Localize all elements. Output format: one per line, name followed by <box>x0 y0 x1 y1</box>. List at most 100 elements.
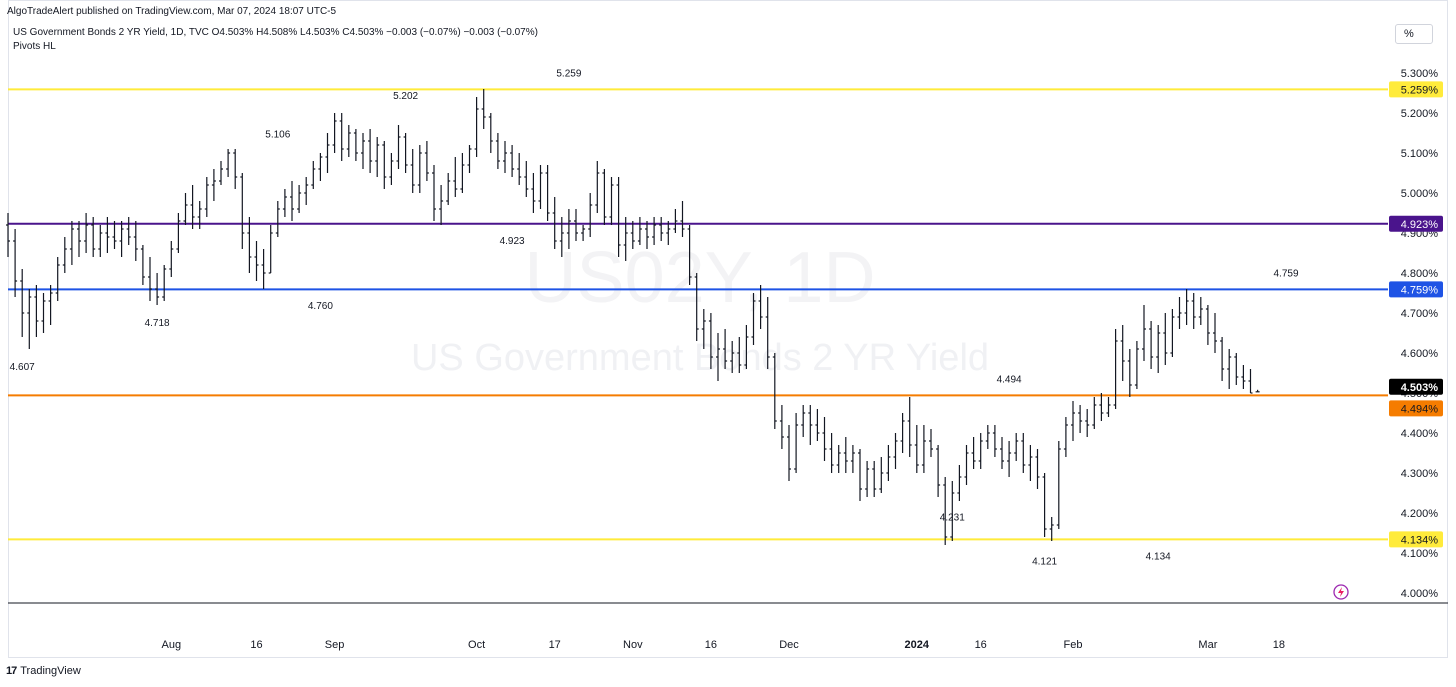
ohlc-bar <box>1007 441 1012 477</box>
ohlc-bar <box>495 133 500 169</box>
ohlc-bar <box>140 245 145 285</box>
last-price-label: 4.503% <box>1389 378 1443 395</box>
x-tick-label: 18 <box>1273 639 1285 651</box>
x-tick-label: Oct <box>468 639 485 651</box>
ohlc-bar <box>254 241 259 281</box>
pivot-label: 4.923 <box>500 236 525 247</box>
y-tick-label: 4.200% <box>1401 508 1439 520</box>
price-axis[interactable]: 4.000%4.100%4.200%4.300%4.400%4.500%4.60… <box>1401 68 1439 600</box>
ohlc-bar <box>27 289 32 349</box>
y-tick-label: 5.000% <box>1401 188 1439 200</box>
ohlc-bar <box>637 217 642 245</box>
ohlc-bar <box>737 337 742 373</box>
x-tick-label: 17 <box>549 639 561 651</box>
last-price-text: 4.503% <box>1401 382 1439 394</box>
y-tick-label: 5.100% <box>1401 148 1439 160</box>
ohlc-bar <box>268 225 273 274</box>
ohlc-bar <box>240 173 245 249</box>
ohlc-bar <box>779 405 784 449</box>
ohlc-bar <box>794 413 799 473</box>
symbol-legend[interactable]: US Government Bonds 2 YR Yield, 1D, TVC … <box>13 27 538 38</box>
pivot-label: 4.759 <box>1273 268 1298 279</box>
ohlc-bar <box>368 129 373 173</box>
ohlc-bar <box>858 449 862 501</box>
ohlc-bar <box>1106 397 1111 417</box>
ohlc-bar <box>879 457 884 493</box>
time-axis[interactable]: Aug 16 Sep Oct 17 Nov 16 Dec 2024 16 Feb Mar 18 <box>162 639 1286 651</box>
ohlc-bar <box>921 425 926 473</box>
ohlc-bar <box>680 201 685 237</box>
price-label-text: 4.923% <box>1401 219 1439 231</box>
ohlc-bar <box>978 433 983 469</box>
ohlc-bar <box>325 133 330 173</box>
ohlc-bar <box>1035 449 1040 489</box>
ohlc-bar <box>659 217 664 241</box>
ohlc-bar <box>148 257 152 301</box>
pivot-label: 5.202 <box>393 91 418 102</box>
ohlc-bar <box>609 177 614 225</box>
ohlc-bar <box>62 237 67 273</box>
ohlc-bar <box>694 273 699 341</box>
ohlc-bar <box>446 173 451 205</box>
y-tick-label: 5.300% <box>1401 68 1439 80</box>
ohlc-bar <box>1191 293 1196 329</box>
ohlc-bar <box>517 153 522 185</box>
ohlc-bar <box>1227 349 1232 389</box>
ohlc-bar <box>1021 433 1026 473</box>
pivot-label: 5.259 <box>556 68 581 79</box>
ohlc-bar <box>1198 297 1203 325</box>
ohlc-bar <box>950 481 955 541</box>
x-tick-label: Feb <box>1064 639 1083 651</box>
ohlc-bar <box>275 201 280 237</box>
ohlc-bar <box>1014 433 1019 461</box>
ohlc-bar <box>574 209 578 241</box>
ohlc-bars <box>6 89 1260 545</box>
ohlc-bar <box>1042 473 1047 537</box>
indicator-legend[interactable]: Pivots HL <box>13 41 56 52</box>
ohlc-bar <box>1049 517 1054 541</box>
ohlc-bar <box>105 217 110 253</box>
ohlc-bar <box>957 465 962 501</box>
ohlc-bar <box>1134 341 1139 389</box>
ohlc-bar <box>34 285 39 337</box>
ohlc-bar <box>261 249 266 289</box>
ohlc-bar <box>20 269 25 337</box>
ohlc-bar <box>595 161 600 213</box>
lightning-icon[interactable] <box>1333 584 1349 600</box>
ohlc-bar <box>787 425 791 481</box>
ohlc-bar <box>119 221 124 257</box>
ohlc-bar <box>1078 405 1083 433</box>
pivot-label: 5.106 <box>265 130 290 141</box>
ohlc-bar <box>304 177 309 205</box>
ohlc-bar <box>666 221 671 245</box>
ohlc-bar <box>616 177 621 257</box>
ohlc-bar <box>1120 325 1125 381</box>
ohlc-bar <box>1234 353 1239 385</box>
y-tick-label: 4.300% <box>1401 468 1439 480</box>
ohlc-bar <box>1184 289 1189 325</box>
ohlc-bar <box>6 213 10 257</box>
ohlc-bar <box>822 417 827 461</box>
ohlc-bar <box>432 165 436 221</box>
ohlc-bar <box>77 221 81 257</box>
ohlc-bar <box>801 405 806 437</box>
percent-scale-button[interactable]: % <box>1395 24 1433 44</box>
y-tick-label: 4.600% <box>1401 348 1439 360</box>
last-price-bg <box>1389 378 1443 395</box>
y-tick-label: 4.800% <box>1401 268 1439 280</box>
ohlc-bar <box>403 133 408 173</box>
ohlc-bar <box>467 145 472 173</box>
ohlc-bar <box>183 193 188 225</box>
ohlc-bar <box>503 141 507 173</box>
ohlc-bar <box>900 413 905 453</box>
ohlc-bar <box>1220 337 1225 381</box>
ohlc-bar <box>353 129 358 161</box>
pivot-label: 4.607 <box>10 362 35 373</box>
ohlc-bar <box>417 145 422 193</box>
publisher-line: AlgoTradeAlert published on TradingView.… <box>7 6 337 17</box>
ohlc-bar <box>1205 305 1210 345</box>
ohlc-bar <box>1142 305 1146 361</box>
ohlc-bar <box>566 209 571 249</box>
ohlc-bar <box>985 425 990 449</box>
